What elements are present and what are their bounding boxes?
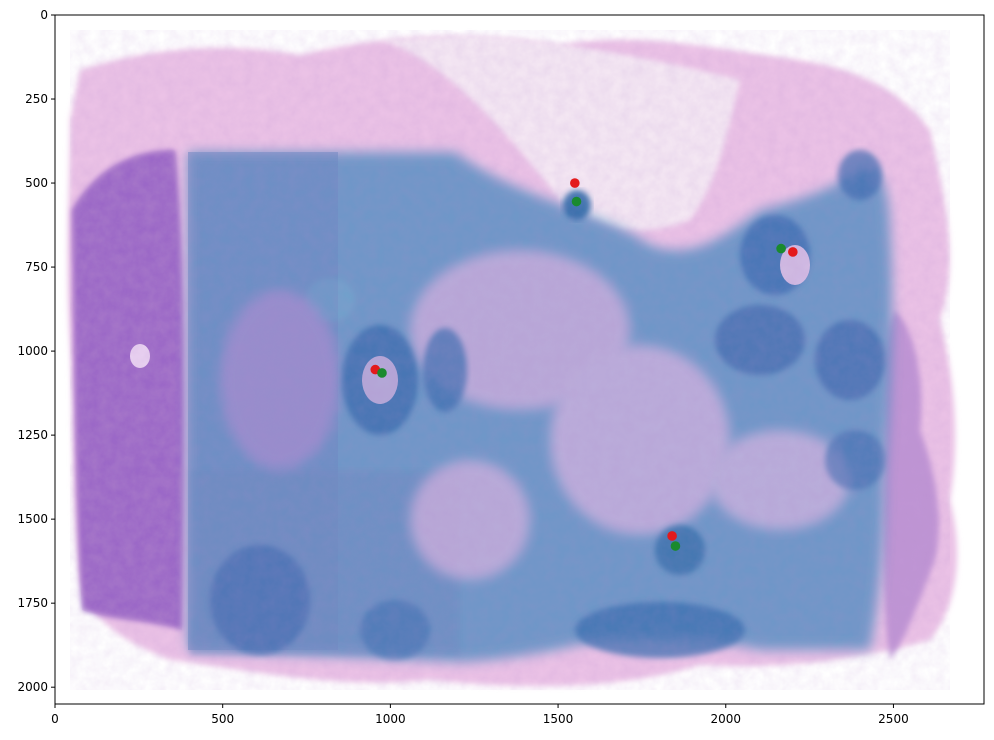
- tissue-image: [55, 15, 984, 704]
- x-tick-label-4: 2000: [710, 712, 741, 726]
- y-tick-label-7: 1750: [17, 596, 48, 610]
- y-tick-label-2: 500: [25, 176, 48, 190]
- marker-series-1-point-1: [776, 243, 786, 254]
- marker-series-1-point-0: [571, 196, 582, 207]
- y-tick-label-4: 1000: [17, 344, 48, 358]
- y-tick-label-1: 250: [25, 92, 48, 106]
- x-tick-label-0: 0: [51, 712, 59, 726]
- marker-series-0-point-3: [667, 531, 677, 541]
- x-tick-label-5: 2500: [878, 712, 909, 726]
- y-axis: 0 250 500 750 1000 1250 1500 1750 2000: [17, 8, 55, 694]
- x-tick-label-1: 500: [211, 712, 234, 726]
- y-tick-label-5: 1250: [17, 428, 48, 442]
- y-tick-label-8: 2000: [17, 680, 48, 694]
- marker-series-0-point-0: [570, 178, 580, 188]
- plot-frame: [54, 14, 985, 705]
- y-tick-label-6: 1500: [17, 512, 48, 526]
- y-tick-label-0: 0: [40, 8, 48, 22]
- x-axis: 0 500 1000 1500 2000 2500: [51, 704, 909, 726]
- marker-series-1-point-2: [377, 368, 387, 378]
- tissue-texture: [70, 30, 950, 690]
- marker-series-0-point-1: [788, 247, 798, 257]
- markers: [370, 178, 798, 551]
- x-tick-label-3: 1500: [543, 712, 574, 726]
- marker-series-1-point-3: [670, 541, 681, 551]
- y-tick-label-3: 750: [25, 260, 48, 274]
- x-tick-label-2: 1000: [375, 712, 406, 726]
